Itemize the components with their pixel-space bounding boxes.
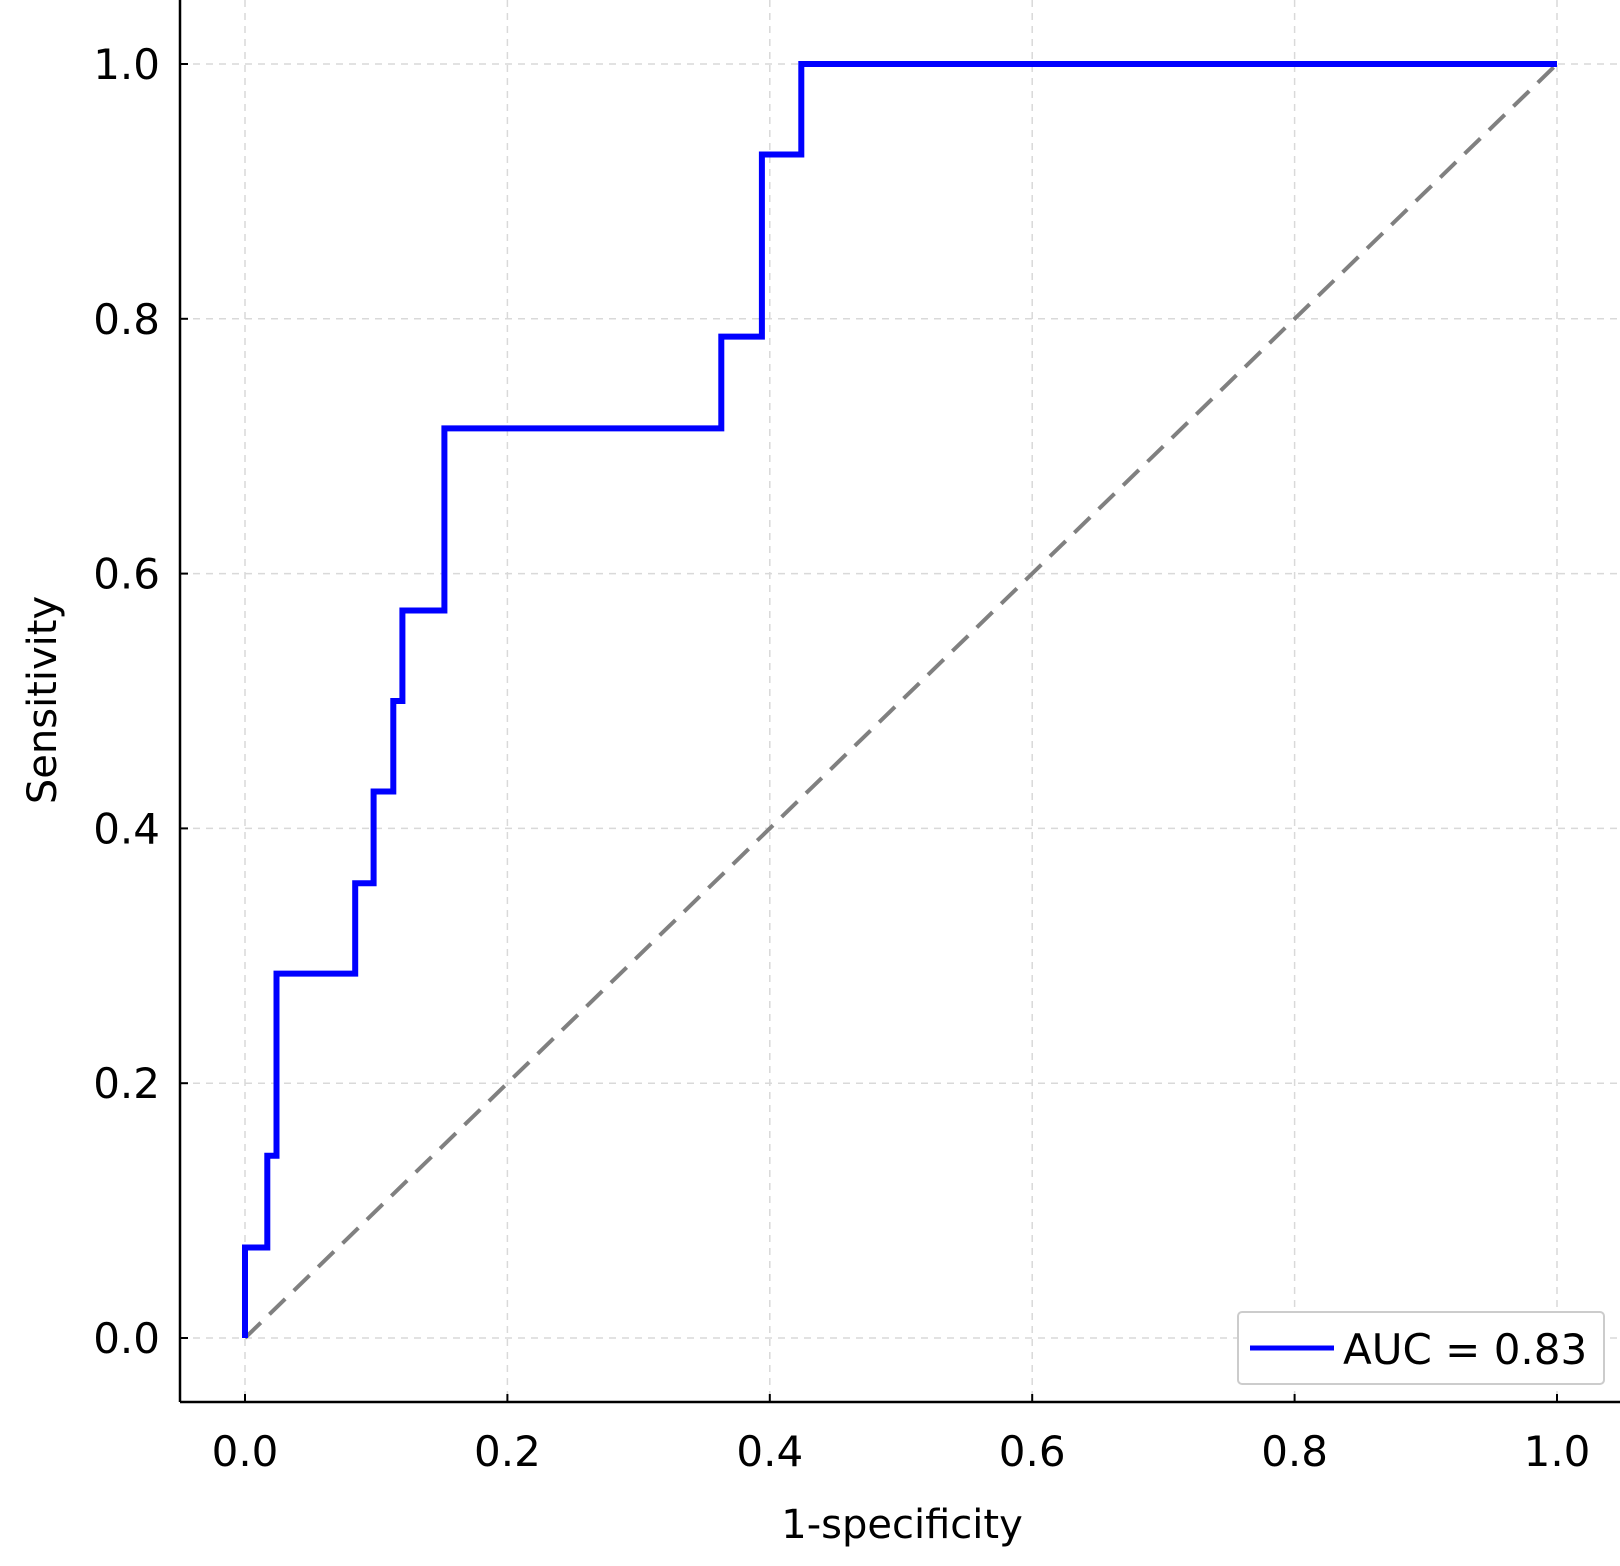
y-tick-label: 0.8 — [93, 295, 160, 344]
tick-labels: 0.0 0.2 0.4 0.6 0.8 1.0 0.0 0.2 0.4 0.6 0.8 1.0 — [93, 40, 1590, 1476]
y-tick-label: 1.0 — [93, 40, 160, 89]
x-tick-label: 0.6 — [999, 1427, 1066, 1476]
legend-box — [1237, 1311, 1605, 1385]
x-tick-label: 0.0 — [212, 1427, 279, 1476]
x-tick-label: 0.2 — [474, 1427, 541, 1476]
y-tick-label: 0.6 — [93, 550, 160, 599]
legend: AUC = 0.83 — [1237, 1311, 1605, 1385]
axes — [178, 0, 1620, 1404]
roc-curve-line — [242, 61, 1557, 1338]
y-tick-label: 0.2 — [93, 1059, 160, 1108]
x-tick-label: 0.8 — [1261, 1427, 1328, 1476]
plot-area — [242, 61, 1559, 1340]
x-axis-title: 1-specificity — [781, 1502, 1022, 1548]
x-tick-label: 0.4 — [736, 1427, 803, 1476]
x-tick-label: 1.0 — [1524, 1427, 1591, 1476]
legend-label: AUC = 0.83 — [1343, 1325, 1587, 1374]
y-tick-label: 0.4 — [93, 804, 160, 853]
y-axis-title: Sensitivity — [20, 596, 66, 804]
y-tick-label: 0.0 — [93, 1314, 160, 1363]
reference-diagonal-line — [243, 62, 1559, 1340]
